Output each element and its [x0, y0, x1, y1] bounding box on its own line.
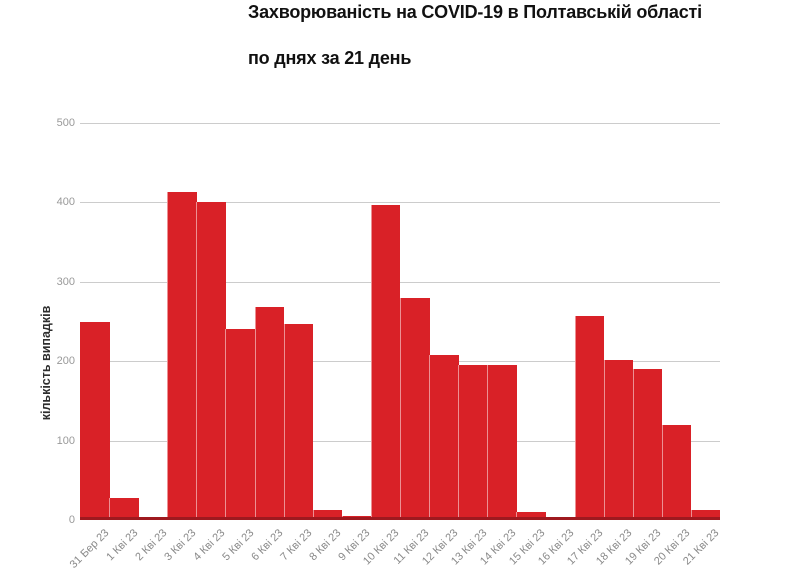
bar: [196, 201, 226, 520]
bar: [225, 329, 256, 520]
y-tick-label: 300: [56, 275, 75, 288]
bar: [574, 315, 605, 520]
plot-area: [80, 123, 720, 520]
bar: [458, 365, 488, 520]
bar: [632, 369, 663, 520]
gridline: [80, 123, 720, 124]
bar: [109, 497, 139, 520]
bar: [312, 509, 343, 520]
bar: [690, 510, 720, 520]
gridline: [80, 202, 720, 204]
bar: [487, 365, 517, 520]
bar: [283, 323, 314, 520]
chart-subtitle: по днях за 21 день: [248, 48, 412, 68]
chart-title: Захворюваність на COVID-19 в Полтавській…: [248, 2, 702, 22]
bar: [603, 359, 634, 520]
bar: [429, 354, 459, 520]
bar: [661, 424, 692, 520]
y-tick-label: 200: [56, 355, 75, 368]
bar: [254, 307, 285, 520]
y-tick-label: 500: [56, 117, 75, 129]
y-tick-label: 100: [56, 434, 75, 447]
y-tick-label: 400: [56, 196, 75, 209]
bar: [400, 297, 430, 520]
x-axis-line: [80, 517, 720, 520]
y-tick-label: 0: [68, 514, 75, 526]
bar: [167, 192, 197, 520]
bar: [80, 321, 110, 520]
bar: [370, 204, 401, 520]
bar: [516, 512, 546, 520]
